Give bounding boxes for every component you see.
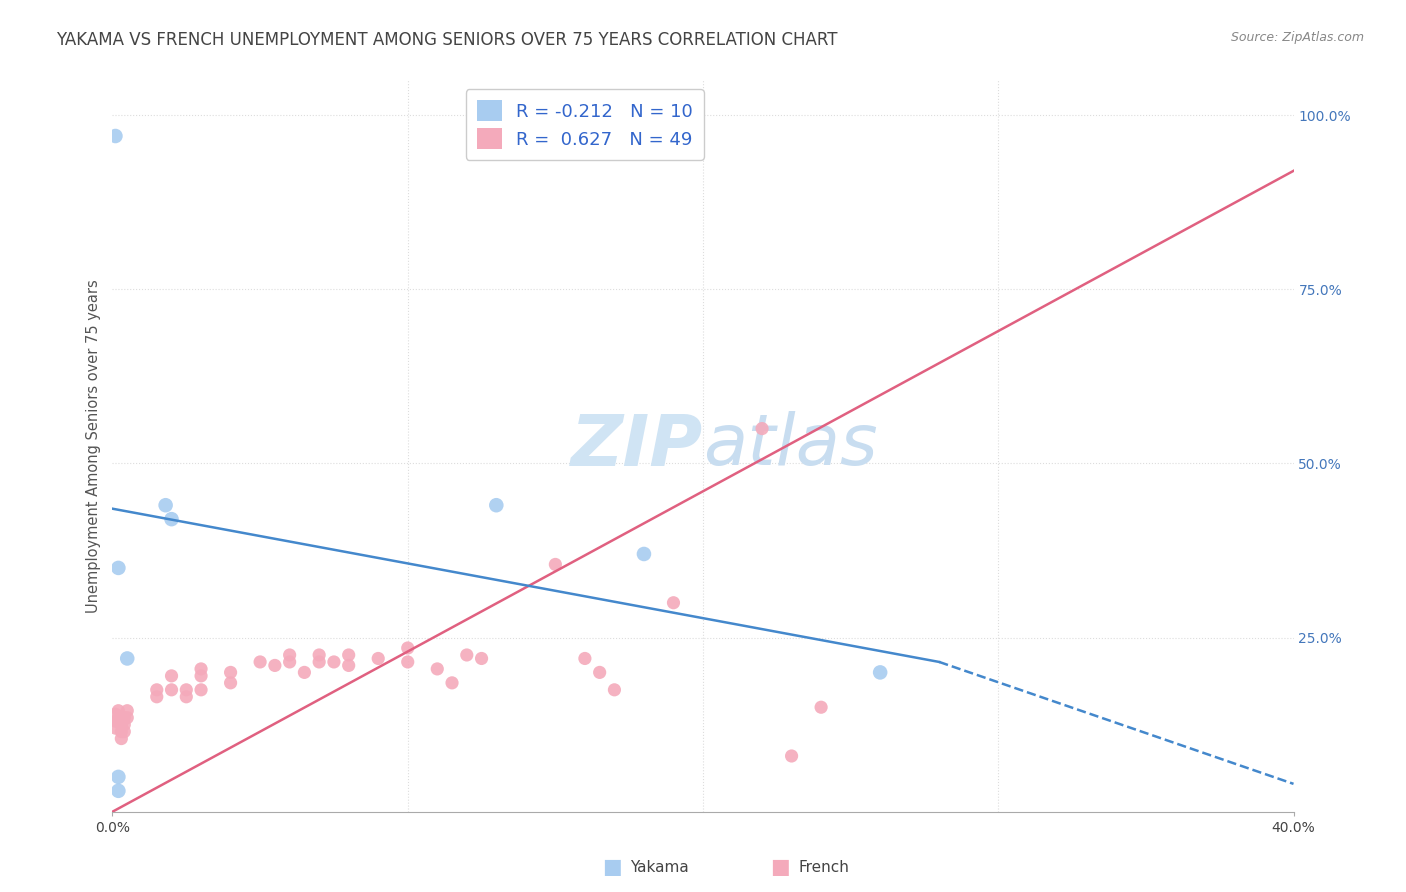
Point	[107, 784, 129, 798]
Point	[751, 421, 773, 435]
Point	[470, 651, 494, 665]
Point	[110, 717, 132, 731]
Point	[396, 640, 419, 655]
Point	[112, 724, 135, 739]
Text: Yakama: Yakama	[630, 860, 689, 874]
Point	[160, 682, 183, 697]
Point	[160, 512, 183, 526]
Point	[160, 669, 183, 683]
Point	[456, 648, 478, 662]
Point	[110, 731, 132, 746]
Point	[219, 676, 242, 690]
Point	[633, 547, 655, 561]
Point	[117, 711, 138, 725]
Point	[219, 665, 242, 680]
Point	[190, 682, 212, 697]
Point	[117, 651, 138, 665]
Point	[264, 658, 287, 673]
Text: atlas: atlas	[703, 411, 877, 481]
Point	[190, 669, 212, 683]
Point	[174, 682, 197, 697]
Text: Source: ZipAtlas.com: Source: ZipAtlas.com	[1230, 31, 1364, 45]
Point	[107, 561, 129, 575]
Point	[107, 770, 129, 784]
Y-axis label: Unemployment Among Seniors over 75 years: Unemployment Among Seniors over 75 years	[86, 279, 101, 613]
Point	[146, 682, 169, 697]
Legend: R = -0.212   N = 10, R =  0.627   N = 49: R = -0.212 N = 10, R = 0.627 N = 49	[465, 89, 704, 160]
Point	[249, 655, 271, 669]
Point	[110, 724, 132, 739]
Point	[107, 704, 129, 718]
Point	[278, 655, 301, 669]
Point	[112, 711, 135, 725]
Text: ■: ■	[602, 857, 621, 877]
Point	[337, 648, 360, 662]
Point	[104, 721, 127, 735]
Point	[367, 651, 389, 665]
Point	[292, 665, 315, 680]
Point	[107, 714, 129, 728]
Text: French: French	[799, 860, 849, 874]
Point	[323, 655, 346, 669]
Text: ■: ■	[770, 857, 790, 877]
Point	[869, 665, 891, 680]
Point	[104, 714, 127, 728]
Point	[308, 648, 330, 662]
Point	[588, 665, 610, 680]
Point	[810, 700, 832, 714]
Point	[544, 558, 567, 572]
Point	[190, 662, 212, 676]
Point	[396, 655, 419, 669]
Point	[574, 651, 596, 665]
Point	[485, 498, 508, 512]
Point	[337, 658, 360, 673]
Point	[174, 690, 197, 704]
Text: ZIP: ZIP	[571, 411, 703, 481]
Point	[780, 749, 803, 764]
Point	[112, 717, 135, 731]
Point	[104, 707, 127, 722]
Point	[117, 704, 138, 718]
Point	[104, 128, 127, 143]
Point	[155, 498, 177, 512]
Point	[603, 682, 626, 697]
Point	[441, 676, 464, 690]
Point	[278, 648, 301, 662]
Point	[308, 655, 330, 669]
Point	[662, 596, 685, 610]
Point	[146, 690, 169, 704]
Text: YAKAMA VS FRENCH UNEMPLOYMENT AMONG SENIORS OVER 75 YEARS CORRELATION CHART: YAKAMA VS FRENCH UNEMPLOYMENT AMONG SENI…	[56, 31, 838, 49]
Point	[426, 662, 449, 676]
